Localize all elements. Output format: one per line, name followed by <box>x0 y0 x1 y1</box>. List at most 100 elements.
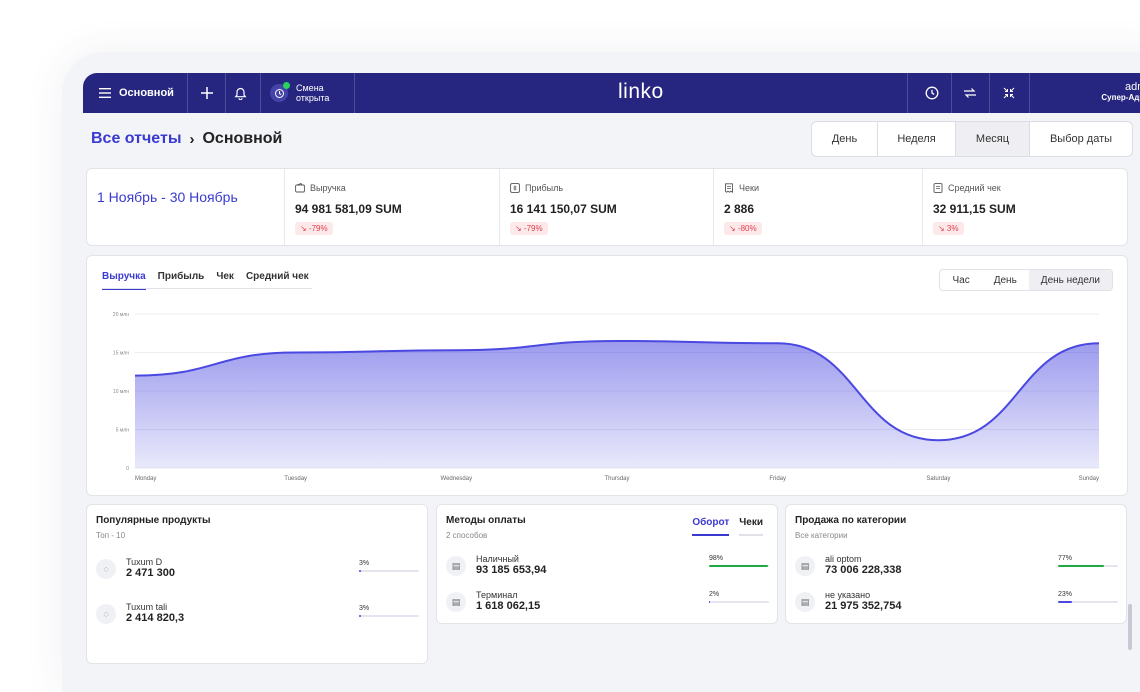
period-month[interactable]: Месяц <box>956 122 1030 156</box>
notifications-button[interactable] <box>234 73 247 113</box>
category-value: 21 975 352,754 <box>825 600 902 612</box>
breadcrumb-all-reports[interactable]: Все отчеты <box>91 130 182 147</box>
payment-name: Наличный <box>476 554 519 564</box>
main-menu-label: Основной <box>119 87 174 99</box>
kpi-profit-value: 16 141 150,07 SUM <box>510 202 617 216</box>
product-value: 2 414 820,3 <box>126 612 185 624</box>
period-day[interactable]: День <box>812 122 878 156</box>
payment-share-bar <box>709 565 769 567</box>
list-item[interactable]: ▤ Терминал 1 618 062,15 2% <box>446 590 769 624</box>
bell-icon <box>234 87 247 100</box>
y-tick-label: 15 млн <box>113 351 129 357</box>
sync-button[interactable] <box>963 73 977 113</box>
category-icon: ▤ <box>795 592 815 612</box>
x-tick-label: Sunday <box>1079 476 1099 482</box>
category-icon: ▤ <box>795 556 815 576</box>
category-share-bar <box>1058 565 1118 567</box>
add-button[interactable] <box>200 73 214 113</box>
top-bar: Основной Смена открыта linko <box>83 73 1140 113</box>
payment-percent: 98% <box>709 555 724 562</box>
breadcrumb-separator: › <box>189 130 195 148</box>
clock-icon <box>925 86 939 100</box>
kpi-checks: Чеки 2 886 ↘ -80% <box>713 169 921 245</box>
page-scrollbar[interactable] <box>1128 604 1132 650</box>
revenue-area-fill <box>135 340 1099 468</box>
kpi-checks-change: ↘ -80% <box>724 222 762 235</box>
product-value: 2 471 300 <box>126 567 175 579</box>
refresh-icon <box>964 88 976 98</box>
kpi-checks-value: 2 886 <box>724 202 755 216</box>
category-share-bar <box>1058 601 1118 603</box>
tab-receipts[interactable]: Чеки <box>739 517 763 536</box>
list-item[interactable]: ◌ Tuxum D 2 471 300 3% <box>96 557 419 591</box>
y-tick-label: 20 млн <box>113 312 129 318</box>
chart-metric-tabs: Выручка Прибыль Чек Средний чек <box>102 271 309 290</box>
kpi-revenue-label: Выручка <box>310 183 346 193</box>
period-custom-date[interactable]: Выбор даты <box>1049 133 1113 145</box>
y-tick-label: 5 млн <box>116 428 130 434</box>
kpi-avg-check-value: 32 911,15 SUM <box>933 202 1016 216</box>
receipt-icon <box>933 183 943 193</box>
collapse-icon <box>1003 87 1015 99</box>
payment-value: 1 618 062,15 <box>476 600 541 612</box>
list-item[interactable]: ▤ ali optom 73 006 228,338 77% <box>795 554 1118 588</box>
revenue-series-line <box>134 339 1100 442</box>
receipt-icon <box>725 183 733 193</box>
period-selector: День Неделя Месяц Выбор даты <box>811 121 1133 157</box>
breadcrumb-current: Основной <box>202 130 283 147</box>
kpi-checks-label: Чеки <box>739 183 759 193</box>
tab-avg-check[interactable]: Средний чек <box>245 271 309 282</box>
sales-by-category-title: Продажа по категории <box>795 515 907 526</box>
product-image-icon: ◌ <box>96 604 116 624</box>
revenue-chart-card: Выручка Прибыль Чек Средний чек Час День… <box>86 255 1128 496</box>
tab-check[interactable]: Чек <box>216 271 234 282</box>
tab-profit[interactable]: Прибыль <box>157 271 205 282</box>
hamburger-icon <box>99 88 111 98</box>
breadcrumb: Все отчеты › Основной <box>91 130 282 148</box>
sales-by-category-card: Продажа по категории Все категории ▤ ali… <box>785 504 1127 624</box>
kpi-profit-change: ↘ -79% <box>510 222 548 235</box>
product-share-bar <box>359 570 419 572</box>
payment-methods-card: Методы оплаты 2 способов Оборот Чеки ▤ Н… <box>436 504 778 624</box>
app-logo: linko <box>618 80 664 103</box>
list-item[interactable]: ▤ не указано 21 975 352,754 23% <box>795 590 1118 624</box>
history-button[interactable] <box>925 73 939 113</box>
chart-granularity-selector: Час День День недели <box>939 269 1113 291</box>
shift-line2: открыта <box>296 93 330 103</box>
user-info[interactable]: admin Супер-Админ <box>1101 81 1140 102</box>
card-terminal-icon: ▤ <box>446 592 466 612</box>
category-name: ali optom <box>825 554 862 564</box>
tab-turnover[interactable]: Оборот <box>692 517 730 536</box>
wallet-icon <box>295 183 305 193</box>
popular-products-card: Популярные продукты Топ - 10 ◌ Tuxum D 2… <box>86 504 428 664</box>
list-item[interactable]: ◌ Tuxum tali 2 414 820,3 3% <box>96 602 419 636</box>
payment-value: 93 185 653,94 <box>476 564 547 576</box>
kpi-profit-label: Прибыль <box>525 183 564 193</box>
payment-tabs: Оборот Чеки <box>692 517 763 536</box>
kpi-avg-check-label: Средний чек <box>948 183 1001 193</box>
payment-name: Терминал <box>476 590 518 600</box>
list-item[interactable]: ▤ Наличный 93 185 653,94 98% <box>446 554 769 588</box>
app-frame: Основной Смена открыта linko <box>62 52 1140 692</box>
period-week[interactable]: Неделя <box>878 122 956 156</box>
shift-line1: Смена <box>296 83 324 93</box>
granularity-day[interactable]: День <box>993 274 1017 286</box>
main-menu-button[interactable]: Основной <box>99 73 174 113</box>
money-icon <box>510 183 520 193</box>
date-range[interactable]: 1 Ноябрь - 30 Ноябрь <box>97 189 238 205</box>
x-tick-label: Wednesday <box>441 476 473 482</box>
kpi-profit: Прибыль 16 141 150,07 SUM ↘ -79% <box>499 169 707 245</box>
tab-revenue[interactable]: Выручка <box>102 271 146 290</box>
x-tick-label: Friday <box>769 476 786 482</box>
granularity-weekday[interactable]: День недели <box>1028 270 1112 290</box>
revenue-area-chart: 0 5 млн 10 млн 15 млн 20 млн Monday Tuesday Wed… <box>113 312 1100 482</box>
popular-products-subtitle: Топ - 10 <box>96 531 126 540</box>
payment-percent: 2% <box>709 591 720 598</box>
shift-status[interactable]: Смена открыта <box>270 73 329 113</box>
product-name: Tuxum D <box>126 557 163 567</box>
sales-by-category-subtitle: Все категории <box>795 531 848 540</box>
granularity-hour[interactable]: Час <box>952 274 970 286</box>
x-tick-label: Tuesday <box>284 476 307 482</box>
kpi-avg-check-change: ↘ 3% <box>933 222 964 235</box>
collapse-button[interactable] <box>1003 73 1015 113</box>
